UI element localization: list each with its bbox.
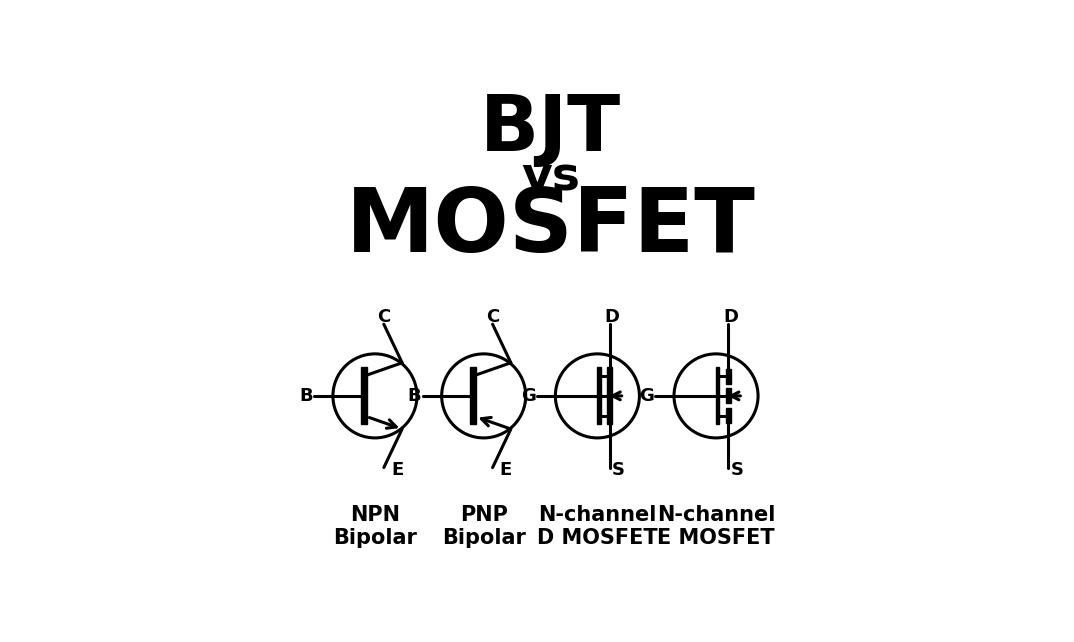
- Text: NPN: NPN: [350, 505, 400, 525]
- Text: D: D: [724, 308, 738, 325]
- Text: Bipolar: Bipolar: [441, 528, 525, 548]
- Text: D: D: [605, 308, 620, 325]
- Text: G: G: [521, 387, 536, 405]
- Text: B: B: [299, 387, 313, 405]
- Bar: [361, 367, 367, 424]
- Text: Bipolar: Bipolar: [333, 528, 417, 548]
- Text: E: E: [391, 461, 404, 479]
- Bar: [607, 367, 612, 424]
- Text: G: G: [639, 387, 654, 405]
- Text: vs: vs: [521, 156, 580, 201]
- Bar: [597, 367, 600, 424]
- Text: S: S: [612, 461, 625, 479]
- Text: PNP: PNP: [460, 505, 508, 525]
- Text: BJT: BJT: [480, 91, 621, 167]
- Bar: [726, 369, 731, 383]
- Text: N-channel: N-channel: [538, 505, 656, 525]
- Text: E: E: [499, 461, 512, 479]
- Text: B: B: [408, 387, 421, 405]
- Text: N-channel: N-channel: [657, 505, 775, 525]
- Text: MOSFET: MOSFET: [346, 184, 755, 272]
- Bar: [726, 408, 731, 423]
- Text: D MOSFET: D MOSFET: [537, 528, 657, 548]
- Text: S: S: [730, 461, 744, 479]
- Bar: [726, 388, 731, 403]
- Text: C: C: [377, 308, 391, 325]
- Bar: [470, 367, 476, 424]
- Text: C: C: [485, 308, 499, 325]
- Bar: [715, 367, 720, 424]
- Text: E MOSFET: E MOSFET: [657, 528, 774, 548]
